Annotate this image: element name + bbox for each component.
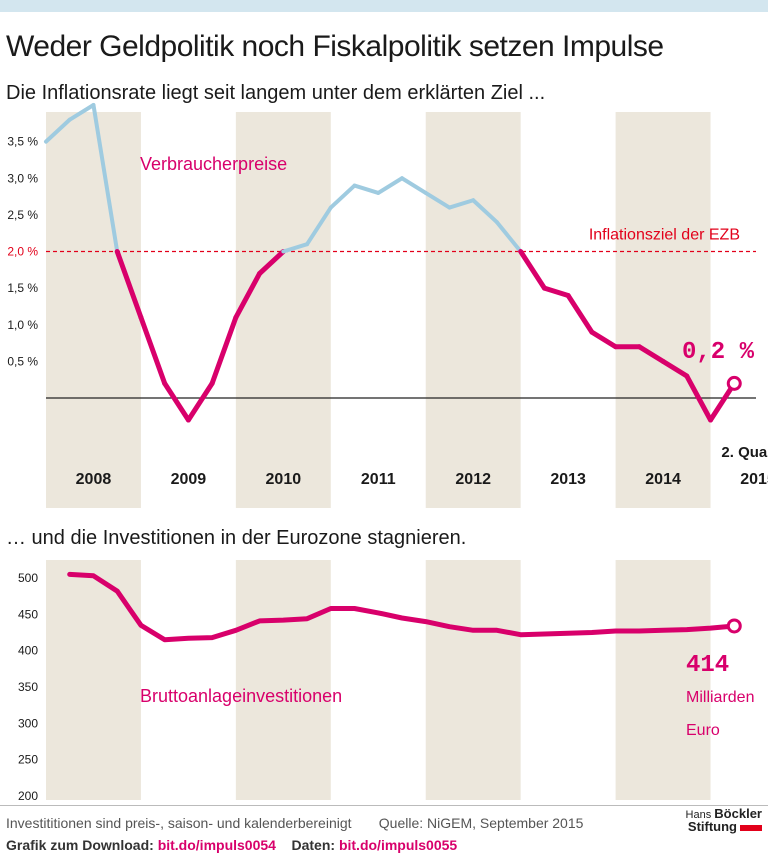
inflation-line-segment — [114, 249, 144, 320]
year-bands-inflation — [46, 112, 711, 508]
logo-line1b: Böckler — [714, 806, 762, 821]
year-band — [425, 560, 521, 800]
inflation-end-marker — [726, 375, 742, 391]
investment-end-unit: Euro — [686, 722, 720, 739]
footer-source: Quelle: NiGEM, September 2015 — [378, 815, 584, 831]
download-link[interactable]: bit.do/impuls0054 — [157, 837, 276, 853]
year-label-prefix: 2. Quartal — [721, 444, 768, 461]
data-label: Daten: — [291, 837, 336, 853]
year-label: 2009 — [171, 471, 207, 488]
inflation-line-segment — [233, 270, 263, 320]
inflation-line-segment — [328, 183, 357, 210]
year-label: 2011 — [361, 471, 396, 488]
y-tick-label: 250 — [18, 753, 38, 767]
inflation-line-segment — [257, 249, 286, 276]
inflation-line-segment — [209, 314, 239, 386]
year-band — [615, 112, 711, 508]
inflation-line-segment — [305, 205, 333, 247]
inflation-line-segment — [518, 249, 547, 291]
inflation-line-segment — [162, 380, 191, 423]
inflation-line-segment — [185, 380, 215, 423]
data-link[interactable]: bit.do/impuls0055 — [338, 837, 458, 853]
inflation-line-segment — [281, 242, 310, 254]
year-band — [235, 560, 331, 800]
y-tick-label: 2,0 % — [7, 245, 38, 259]
inflation-line-segment — [471, 198, 499, 225]
y-tick-label: 1,5 % — [7, 281, 38, 295]
inflation-line-segment — [352, 183, 381, 195]
inflation-line-segment — [44, 117, 72, 144]
download-label: Grafik zum Download: — [6, 837, 154, 853]
inflation-line-segment — [91, 103, 120, 254]
y-tick-label: 400 — [18, 644, 38, 658]
logo-line2: Stiftung — [687, 819, 737, 834]
logo-line1: Hans — [685, 809, 712, 821]
top-color-bar — [0, 0, 768, 12]
inflation-line-segment — [636, 344, 666, 364]
y-tick-label: 0,5 % — [7, 354, 38, 368]
footer-links-row: Grafik zum Download: bit.do/impuls0054 D… — [6, 837, 457, 853]
inflation-line-segment — [423, 190, 452, 210]
inflation-line-segment — [589, 329, 619, 350]
inflation-line-segment — [541, 285, 571, 298]
investment-end-unit: Milliarden — [686, 689, 754, 706]
inflation-line-segment — [494, 220, 523, 254]
year-label: 2014 — [645, 471, 681, 488]
inflation-line-segment — [684, 373, 714, 423]
y-tick-label: 450 — [18, 607, 38, 621]
inflation-line-segment — [660, 358, 690, 379]
investment-series — [67, 571, 742, 643]
target-label: Inflationsziel der EZB — [589, 227, 740, 244]
footer-note-row: Investititionen sind preis-, saison- und… — [6, 815, 583, 831]
inflation-end-label: 0,2 % — [682, 339, 755, 366]
chart-title: Weder Geldpolitik noch Fiskalpolitik set… — [6, 30, 664, 63]
year-bands-investment — [46, 560, 711, 800]
y-tick-label: 1,0 % — [7, 318, 38, 332]
inflation-y-axis: 0,5 % 1,0 % 1,5 % 2,0 % 2,5 % 3,0 % 3,5 % — [7, 135, 756, 399]
y-tick-label: 3,5 % — [7, 135, 38, 149]
investment-y-axis: 200 250 300 350 400 450 500 — [18, 571, 38, 803]
year-band — [46, 112, 141, 508]
y-tick-label: 2,5 % — [7, 208, 38, 222]
year-band — [235, 112, 331, 508]
y-tick-label: 500 — [18, 571, 38, 585]
year-label: 2012 — [455, 471, 491, 488]
year-label: 2010 — [266, 471, 302, 488]
year-band — [46, 560, 141, 800]
y-tick-label: 350 — [18, 680, 38, 694]
inflation-line-segment — [565, 292, 595, 335]
inflation-line-segment — [400, 176, 428, 195]
year-band — [425, 112, 521, 508]
y-tick-label: 200 — [18, 789, 38, 803]
year-band — [615, 560, 711, 800]
inflation-line-segment — [447, 198, 476, 210]
investment-end-marker — [726, 618, 742, 634]
y-tick-label: 3,0 % — [7, 171, 38, 185]
year-label: 2015 — [740, 471, 768, 488]
investment-series-label: Bruttoanlageinvestitionen — [140, 686, 342, 706]
inflation-series — [44, 103, 742, 423]
logo-bar — [740, 825, 762, 832]
inflation-line-segment — [376, 176, 404, 195]
investment-end-value: 414 — [686, 652, 729, 679]
year-label: 2013 — [550, 471, 586, 488]
hans-boeckler-logo: Hans Böckler Stiftung — [685, 806, 762, 834]
inflation-series-label: Verbraucherpreise — [140, 154, 287, 174]
y-tick-label: 300 — [18, 716, 38, 730]
chart-labels: 2008 2009 2010 2011 2012 2013 2014 2. Quartal 20… — [76, 154, 768, 739]
investment-chart-subtitle: … und die Investitionen in der Eurozone … — [6, 527, 467, 549]
inflation-line-segment — [67, 103, 96, 122]
footer-separator — [0, 805, 768, 806]
inflation-chart-subtitle: Die Inflationsrate liegt seit langem unt… — [6, 82, 546, 104]
inflation-line-segment — [138, 314, 168, 386]
investment-line — [67, 571, 737, 643]
year-label: 2008 — [76, 471, 112, 488]
footer-note: Investititionen sind preis-, saison- und… — [6, 815, 352, 831]
